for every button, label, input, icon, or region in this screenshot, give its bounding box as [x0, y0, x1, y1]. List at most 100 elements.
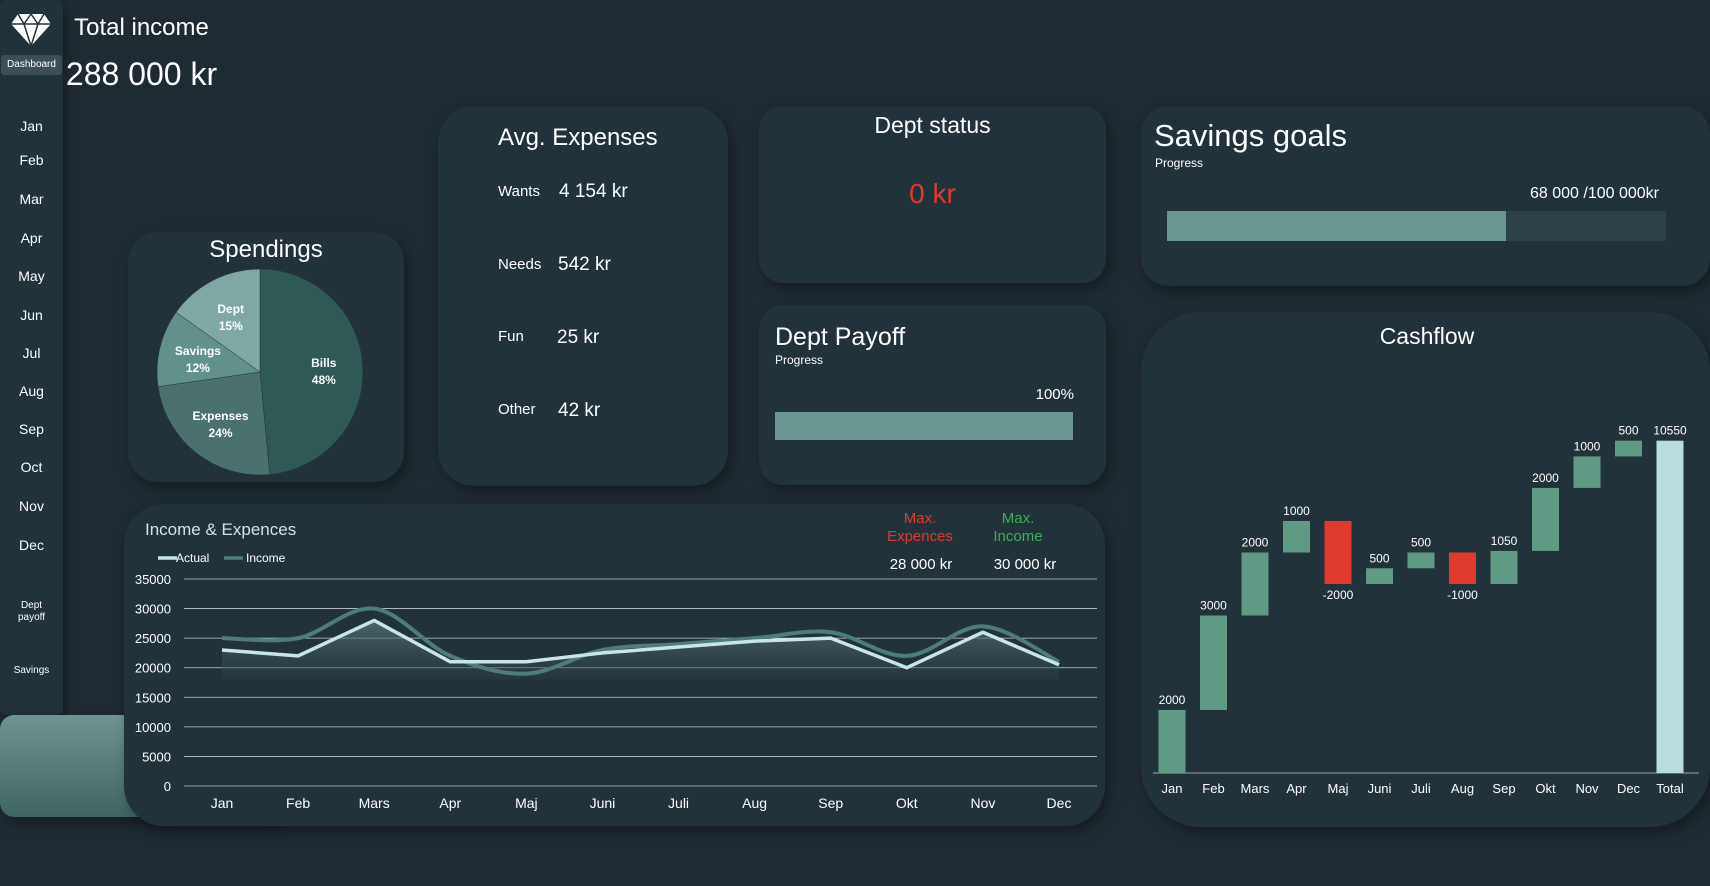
max-income-label-line2: Income [993, 528, 1043, 545]
max-expences-label-line1: Max. [903, 510, 937, 527]
cashflow-bar-decrease [1324, 521, 1352, 584]
pie-slice-dept [175, 268, 261, 373]
x-tick-label: Okt [896, 795, 918, 811]
x-tick-label: Sep [818, 795, 843, 811]
cashflow-x-label: Apr [1286, 781, 1307, 796]
sidebar-item-jul[interactable]: Jul [22, 345, 41, 361]
cashflow-bar-total [1656, 440, 1684, 773]
cashflow-x-label: Dec [1617, 781, 1641, 796]
sidebar-item-feb[interactable]: Feb [19, 152, 44, 168]
needs-value: 542 kr [558, 254, 611, 275]
avg-expenses-card: Avg. Expenses Wants 4 154 kr Needs 542 k… [438, 106, 728, 486]
other-label: Other [498, 401, 536, 418]
cashflow-bar-increase [1241, 552, 1269, 616]
cashflow-bar-increase [1573, 456, 1601, 488]
pie-slice-expenses [157, 371, 271, 476]
y-tick-label: 25000 [135, 631, 171, 646]
sidebar-item-aug[interactable]: Aug [19, 383, 44, 399]
spendings-title: Spendings [209, 236, 323, 263]
legend-income-label: Income [246, 551, 286, 565]
x-tick-label: Mars [359, 795, 390, 811]
sidebar-item-sep[interactable]: Sep [19, 421, 44, 437]
cashflow-x-label: Maj [1328, 781, 1349, 796]
cashflow-data-label: 1000 [1574, 439, 1601, 453]
x-tick-label: Aug [742, 795, 767, 811]
cashflow-x-label: Mars [1241, 781, 1270, 796]
sidebar-item-oct[interactable]: Oct [20, 459, 43, 475]
sidebar-item-mar[interactable]: Mar [19, 191, 44, 207]
fun-value: 25 kr [557, 327, 600, 348]
pie-label-expenses: Expenses [193, 409, 249, 423]
x-tick-label: Juli [668, 795, 689, 811]
x-tick-label: Juni [590, 795, 616, 811]
dashboard-button[interactable]: Dashboard [1, 55, 62, 75]
sidebar-item-dept-payoff[interactable]: Dept payoff [17, 600, 46, 623]
sidebar-item-jun[interactable]: Jun [20, 307, 43, 323]
cashflow-data-label: 500 [1369, 551, 1389, 565]
y-tick-label: 35000 [135, 572, 171, 587]
sidebar-item-savings[interactable]: Savings [13, 665, 50, 676]
pie-slice-savings [156, 311, 261, 387]
cashflow-bar-increase [1200, 615, 1227, 710]
cashflow-bar-increase [1158, 710, 1186, 773]
needs-label: Needs [498, 256, 542, 273]
cashflow-waterfall-chart: 2000 Jan 3000 Feb 2000 Mars 1000 Apr -2000 Maj 500… [1153, 424, 1699, 796]
cashflow-bar-decrease [1449, 552, 1476, 584]
dept-status-title: Dept status [874, 112, 991, 138]
cashflow-x-label: Aug [1451, 781, 1474, 796]
pie-value-expenses: 24% [209, 426, 233, 440]
pie-value-bills: 48% [312, 373, 336, 387]
max-expences-label: Max. Expences [875, 510, 965, 546]
cashflow-x-label: Feb [1202, 781, 1224, 796]
x-tick-label: Nov [970, 795, 995, 811]
sidebar-item-jan[interactable]: Jan [20, 118, 43, 134]
diamond-logo-icon [11, 12, 51, 48]
savings-goals-card: Savings goals Progress 68 000 /100 000kr [1141, 106, 1710, 286]
cashflow-x-label: Okt [1535, 781, 1556, 796]
pie-label-dept: Dept [217, 302, 244, 316]
total-income-value: 288 000 kr [65, 56, 218, 92]
cashflow-data-label: 500 [1618, 424, 1638, 438]
savings-goals-progress-fill [1167, 211, 1507, 241]
y-tick-label: 0 [164, 779, 171, 794]
sidebar-item-dec[interactable]: Dec [19, 537, 44, 553]
cashflow-x-label: Juni [1368, 781, 1392, 796]
dept-status-card: Dept status 0 kr [759, 106, 1106, 283]
max-income-label-line1: Max. [1001, 510, 1035, 527]
x-tick-label: Maj [515, 795, 538, 811]
cashflow-bar-increase [1366, 568, 1393, 584]
spendings-pie-chart: Bills 48% Expenses 24% Savings 12% Dept 15% [156, 268, 364, 476]
max-income-label: Max. Income [973, 510, 1063, 546]
sidebar: Dashboard Jan Feb Mar Apr May Jun Jul Au… [0, 0, 63, 715]
cashflow-x-label: Jan [1162, 781, 1183, 796]
y-tick-label: 5000 [142, 749, 171, 764]
pie-slice-bills [259, 268, 364, 475]
sidebar-item-may[interactable]: May [18, 268, 45, 284]
cashflow-data-label: 2000 [1242, 536, 1269, 550]
x-tick-label: Feb [286, 795, 310, 811]
cashflow-title: Cashflow [1379, 323, 1475, 349]
max-expences-label-line2: Expences [887, 528, 953, 545]
dept-payoff-card: Dept Payoff Progress 100% [759, 305, 1106, 485]
cashflow-data-label: 2000 [1159, 693, 1186, 707]
cashflow-bar-increase [1407, 552, 1435, 569]
cashflow-data-label: 1000 [1283, 504, 1310, 518]
pie-label-savings: Savings [175, 344, 221, 358]
cashflow-x-label: Juli [1411, 781, 1431, 796]
cashflow-data-label: 1050 [1491, 534, 1518, 548]
sidebar-item-apr[interactable]: Apr [20, 230, 43, 246]
cashflow-x-label: Total [1656, 781, 1684, 796]
max-expences-value: 28 000 kr [889, 556, 953, 573]
cashflow-x-label: Nov [1575, 781, 1599, 796]
y-tick-label: 15000 [135, 690, 171, 705]
total-income-title: Total income [74, 14, 209, 41]
cashflow-bar-increase [1283, 521, 1310, 553]
avg-expenses-title: Avg. Expenses [498, 124, 658, 151]
cashflow-data-label: 500 [1411, 536, 1431, 550]
cashflow-x-label: Sep [1492, 781, 1515, 796]
pie-label-bills: Bills [311, 356, 337, 370]
wants-value: 4 154 kr [559, 181, 628, 202]
x-tick-label: Apr [439, 795, 461, 811]
spendings-card: Spendings Bills 48% Expenses 24% Savings 12% D… [128, 232, 404, 482]
sidebar-item-nov[interactable]: Nov [19, 498, 44, 514]
